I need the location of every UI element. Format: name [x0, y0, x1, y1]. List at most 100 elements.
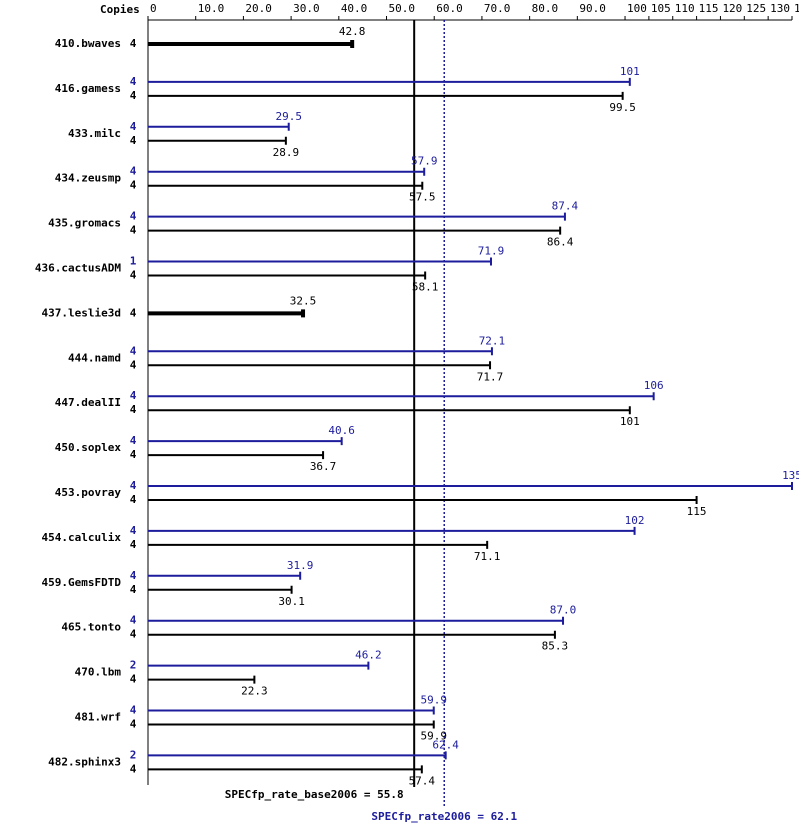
- bar: [148, 675, 256, 684]
- benchmark-label: 482.sphinx3: [48, 755, 121, 768]
- copies-label: 4: [130, 306, 137, 319]
- copies-label: 2: [130, 748, 137, 761]
- copies-header: Copies: [100, 3, 140, 16]
- benchmark-label: 444.namd: [68, 351, 121, 364]
- copies-label: 4: [130, 448, 137, 461]
- copies-label: 1: [130, 255, 137, 268]
- value-label: 101: [620, 65, 640, 78]
- bar: [148, 226, 562, 235]
- copies-label: 4: [130, 583, 137, 596]
- x-tick-label: 10.0: [198, 2, 225, 15]
- bar: [148, 616, 565, 625]
- value-label: 57.4: [409, 774, 436, 787]
- x-tick-label: 130: [770, 2, 790, 15]
- bar: [148, 347, 493, 356]
- value-label: 30.1: [278, 595, 305, 608]
- value-label: 71.9: [478, 245, 505, 258]
- x-tick-label: 100: [627, 2, 647, 15]
- value-label: 71.1: [474, 550, 501, 563]
- bar: [148, 91, 624, 100]
- copies-label: 4: [130, 524, 137, 537]
- benchmark-label: 470.lbm: [75, 666, 122, 679]
- copies-label: 4: [130, 538, 137, 551]
- bar: [148, 136, 287, 145]
- copies-label: 4: [130, 493, 137, 506]
- value-label: 86.4: [547, 236, 574, 249]
- copies-label: 4: [130, 403, 137, 416]
- benchmark-label: 459.GemsFDTD: [42, 576, 122, 589]
- bar: [148, 40, 355, 48]
- value-label: 32.5: [290, 294, 317, 307]
- bar: [148, 496, 698, 504]
- value-label: 59.9: [420, 694, 447, 707]
- x-tick-label: 40.0: [341, 2, 368, 15]
- x-tick-label: 50.0: [389, 2, 416, 15]
- value-label: 29.5: [275, 110, 302, 123]
- bar: [148, 212, 566, 221]
- bar: [148, 257, 492, 266]
- bar: [148, 392, 655, 401]
- value-label: 22.3: [241, 685, 268, 698]
- value-label: 36.7: [310, 460, 337, 473]
- benchmark-label: 453.povray: [55, 486, 122, 499]
- bar: [148, 437, 343, 446]
- bar: [148, 77, 631, 86]
- copies-label: 4: [130, 628, 137, 641]
- copies-label: 2: [130, 659, 137, 672]
- value-label: 57.9: [411, 155, 438, 168]
- bar: [148, 765, 423, 774]
- bar: [148, 271, 427, 280]
- copies-label: 4: [130, 358, 137, 371]
- bar: [148, 706, 435, 715]
- bar: [148, 751, 447, 760]
- copies-label: 4: [130, 389, 137, 402]
- value-label: 106: [644, 379, 664, 392]
- value-label: 87.4: [552, 200, 579, 213]
- benchmark-label: 437.leslie3d: [42, 306, 121, 319]
- value-label: 102: [625, 514, 645, 527]
- copies-label: 4: [130, 165, 137, 178]
- value-label: 31.9: [287, 559, 314, 572]
- value-label: 101: [620, 415, 640, 428]
- copies-label: 4: [130, 762, 137, 775]
- value-label: 62.4: [432, 738, 459, 751]
- x-tick-label: 30.0: [293, 2, 320, 15]
- x-tick-label: 60.0: [436, 2, 463, 15]
- bar: [148, 361, 492, 370]
- x-tick-label: 0: [150, 2, 157, 15]
- value-label: 87.0: [550, 604, 577, 617]
- reference-label: SPECfp_rate2006 = 62.1: [371, 810, 517, 823]
- copies-label: 4: [130, 718, 137, 731]
- value-label: 115: [687, 505, 707, 518]
- bar: [148, 451, 325, 460]
- bar: [148, 571, 302, 580]
- x-tick-label: 135: [794, 2, 799, 15]
- benchmark-label: 450.soplex: [55, 441, 122, 454]
- benchmark-label: 410.bwaves: [55, 37, 121, 50]
- copies-label: 4: [130, 224, 137, 237]
- x-tick-label: 125: [746, 2, 766, 15]
- bar: [148, 630, 556, 639]
- bar: [148, 122, 290, 131]
- x-tick-label: 70.0: [484, 2, 511, 15]
- copies-label: 4: [130, 569, 137, 582]
- copies-label: 4: [130, 120, 137, 133]
- value-label: 99.5: [609, 101, 636, 114]
- copies-label: 4: [130, 210, 137, 223]
- copies-label: 4: [130, 704, 137, 717]
- benchmark-label: 433.milc: [68, 127, 121, 140]
- value-label: 46.2: [355, 649, 382, 662]
- value-label: 40.6: [328, 424, 355, 437]
- reference-label: SPECfp_rate_base2006 = 55.8: [225, 788, 404, 801]
- x-tick-label: 90.0: [579, 2, 606, 15]
- value-label: 28.9: [273, 146, 300, 159]
- benchmark-label: 465.tonto: [61, 621, 121, 634]
- x-tick-label: 80.0: [532, 2, 559, 15]
- x-tick-label: 20.0: [245, 2, 272, 15]
- benchmark-label: 436.cactusADM: [35, 262, 121, 275]
- benchmark-label: 416.gamess: [55, 82, 121, 95]
- bar: [148, 167, 426, 176]
- x-tick-label: 105: [651, 2, 671, 15]
